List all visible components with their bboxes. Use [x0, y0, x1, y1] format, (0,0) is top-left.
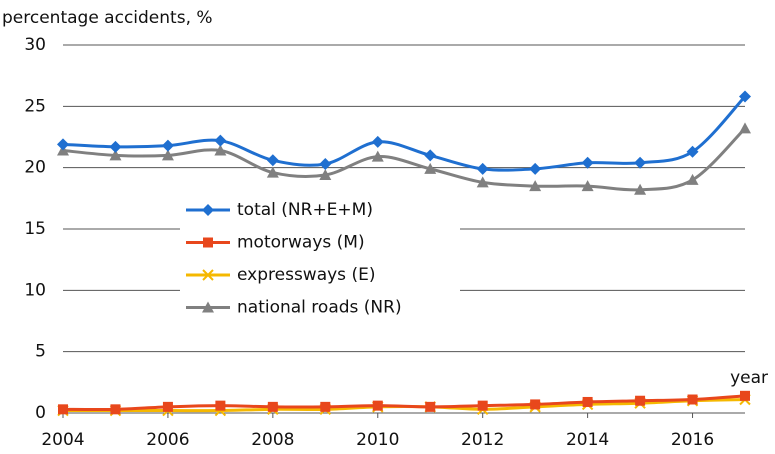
point [319, 157, 332, 170]
legend-label: expressways (E) [237, 265, 375, 285]
point [476, 176, 489, 188]
point [109, 149, 122, 161]
point [58, 404, 68, 415]
y-tick-label: 0 [35, 403, 46, 423]
x-tick-label: 2004 [41, 430, 84, 450]
point [635, 395, 646, 406]
point [425, 401, 436, 412]
x-tick-label: 2014 [566, 430, 609, 450]
point [266, 166, 279, 178]
y-tick-label: 5 [35, 342, 46, 362]
legend-label: national roads (NR) [237, 298, 402, 318]
point [267, 401, 278, 412]
point [477, 400, 488, 411]
point [739, 90, 751, 103]
point [424, 162, 437, 174]
legend-marker [202, 301, 214, 313]
point [109, 140, 122, 153]
point [320, 401, 331, 412]
point [634, 183, 647, 195]
point [739, 122, 751, 134]
point [57, 138, 69, 151]
legend-marker [203, 237, 213, 248]
point [266, 154, 279, 167]
point [582, 396, 593, 407]
point [686, 173, 699, 185]
point [319, 169, 332, 181]
legend-label: motorways (M) [237, 233, 365, 253]
x-tick-label: 2008 [251, 430, 294, 450]
point [214, 144, 227, 156]
x-tick-label: 2012 [461, 430, 504, 450]
y-tick-label: 15 [24, 219, 46, 239]
x-tick-label: 2010 [356, 430, 399, 450]
y-axis-label: percentage accidents, % [2, 8, 213, 28]
point [476, 162, 489, 175]
legend-box [180, 193, 460, 325]
y-tick-label: 20 [24, 158, 46, 178]
point [110, 404, 121, 415]
point [424, 149, 437, 162]
point [161, 149, 174, 161]
point [740, 390, 750, 401]
point [686, 145, 699, 158]
legend: total (NR+E+M) motorways (M) expressways (… [180, 193, 460, 325]
y-tick-label: 10 [24, 280, 46, 300]
legend-marker [202, 269, 214, 281]
legend-marker [202, 204, 214, 216]
point [214, 134, 227, 147]
point [529, 162, 542, 175]
point [162, 401, 173, 412]
point [634, 156, 647, 169]
point [581, 180, 594, 192]
point [581, 156, 594, 169]
x-tick-label: 2016 [671, 430, 714, 450]
x-axis-label: year [730, 368, 768, 388]
point [372, 400, 383, 411]
point [530, 399, 541, 410]
x-tick-label: 2006 [146, 430, 189, 450]
point [161, 139, 174, 152]
point [687, 394, 698, 405]
y-tick-label: 30 [24, 35, 46, 55]
point [371, 150, 384, 162]
point [529, 180, 542, 192]
y-tick-label: 25 [24, 96, 46, 116]
point [371, 135, 384, 148]
point [215, 400, 226, 411]
legend-label: total (NR+E+M) [237, 200, 373, 220]
